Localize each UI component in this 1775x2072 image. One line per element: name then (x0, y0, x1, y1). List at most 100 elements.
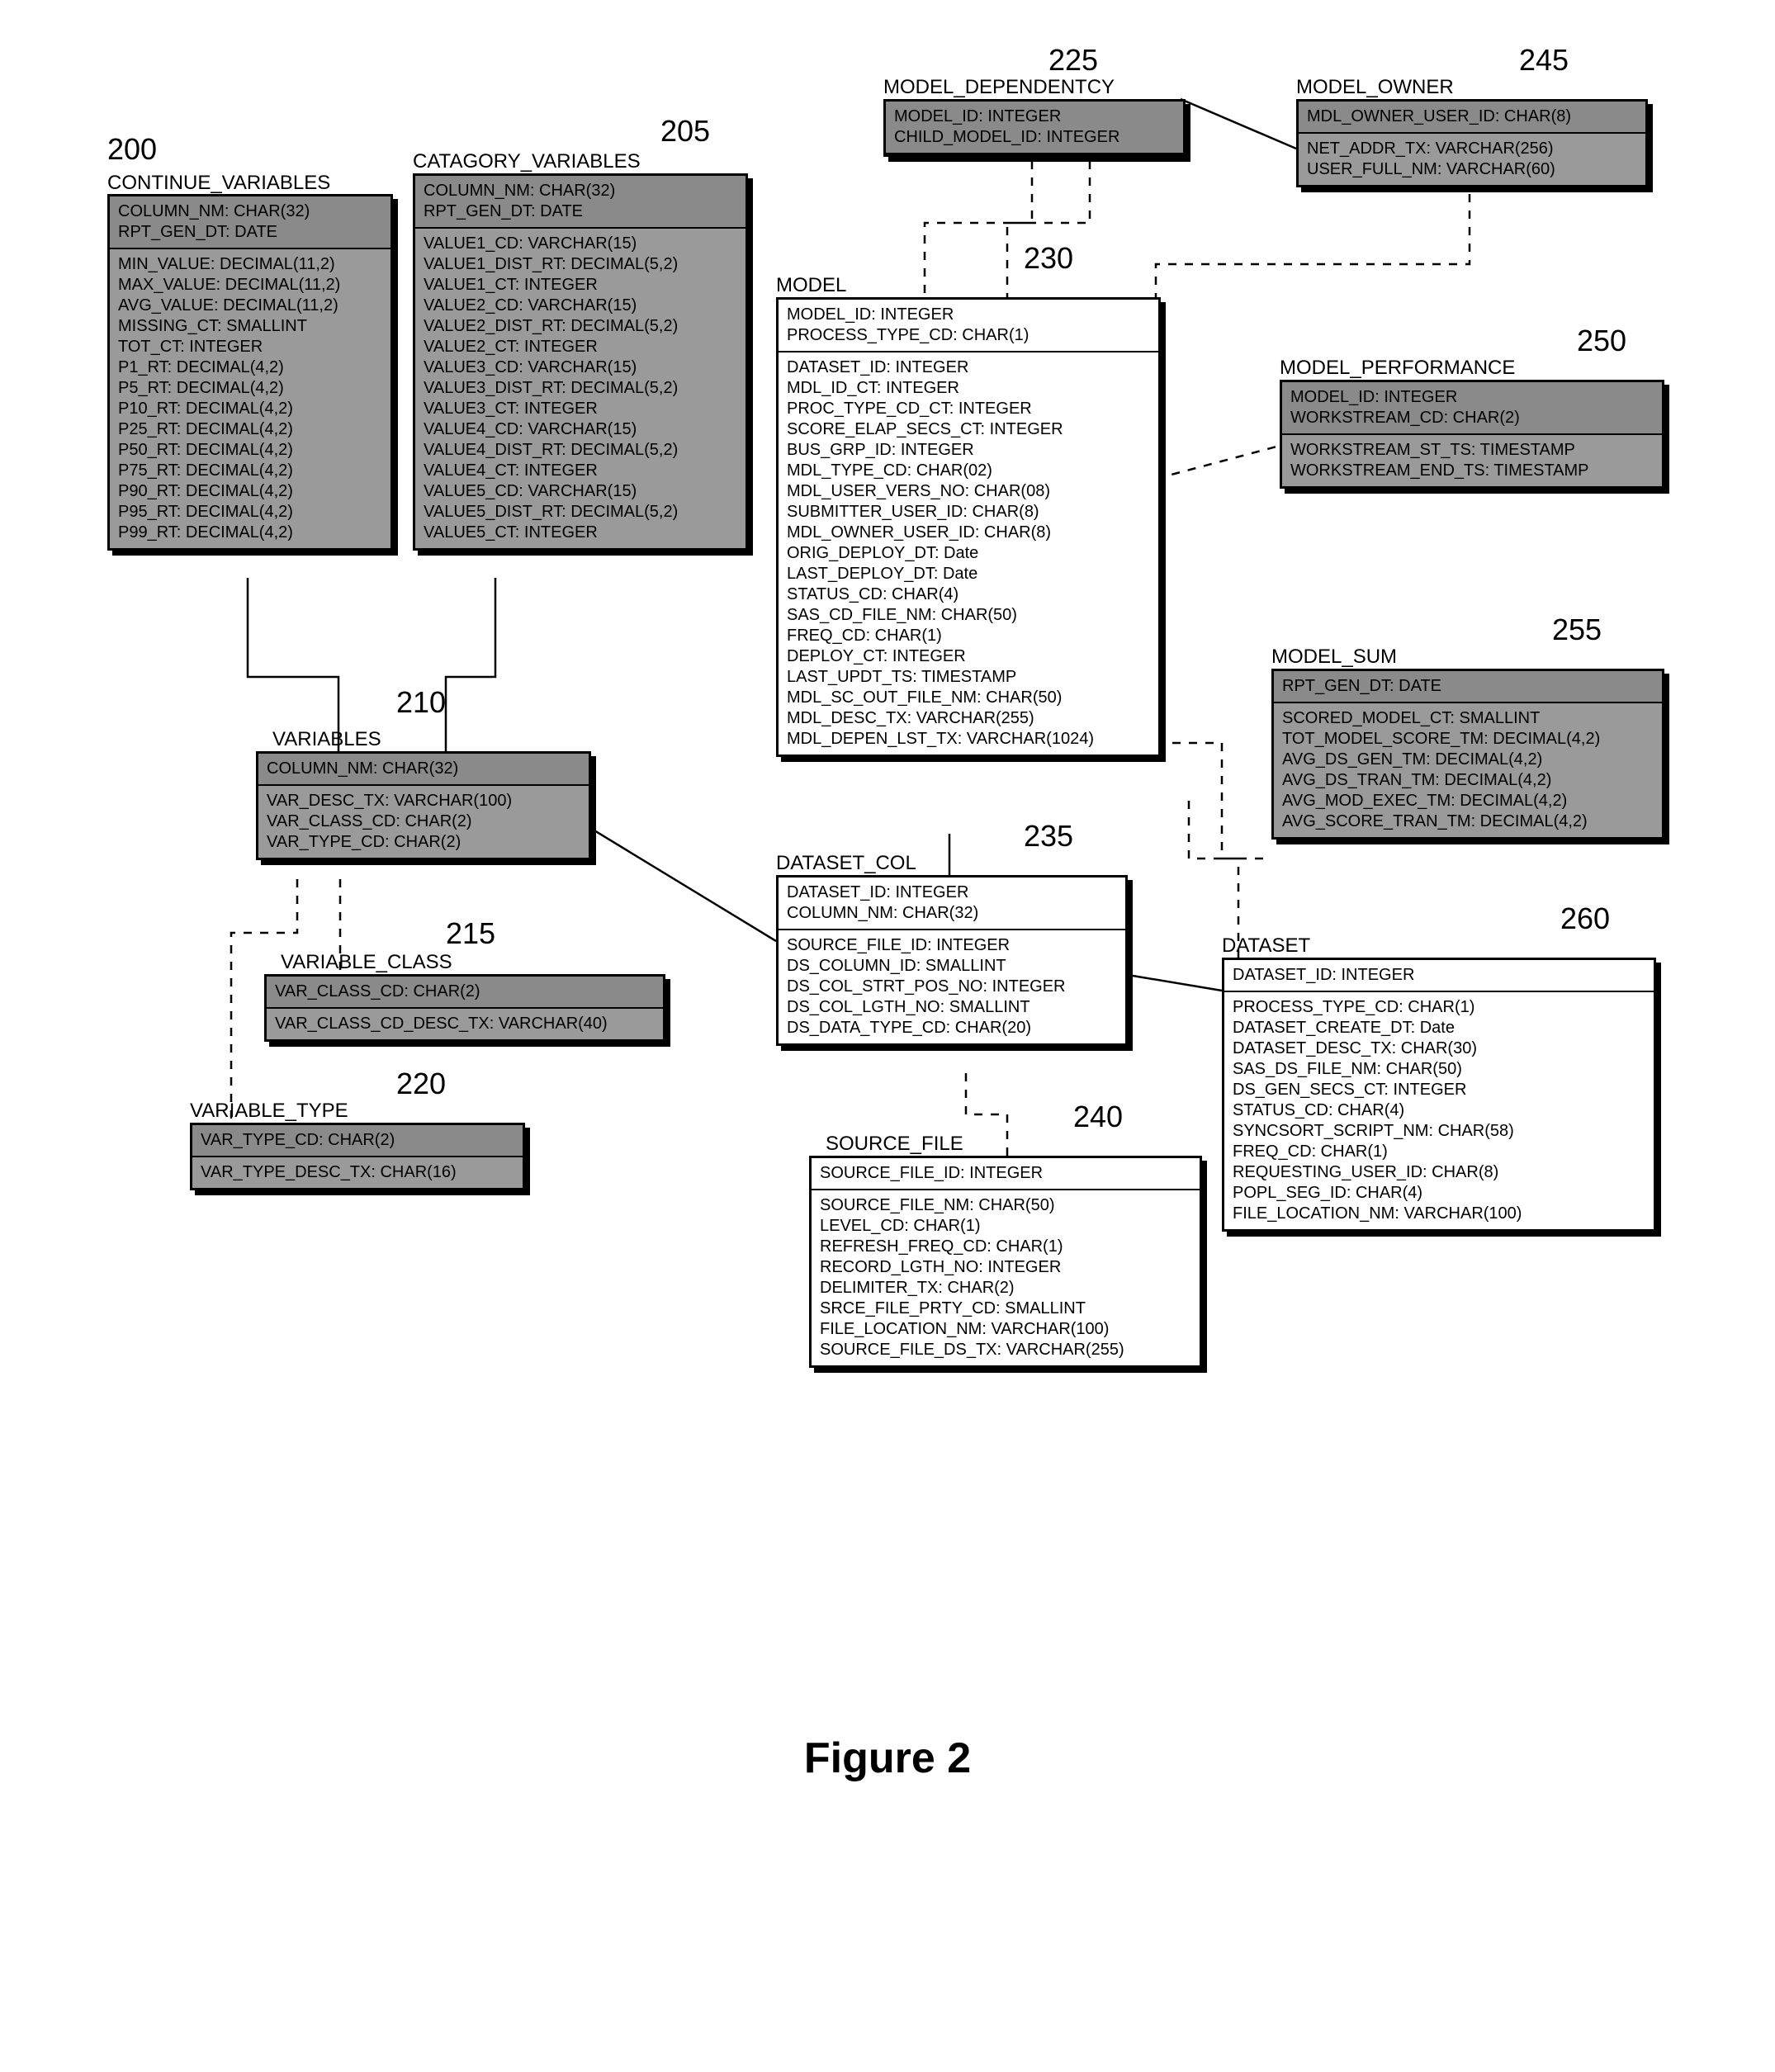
col: MAX_VALUE: DECIMAL(11,2) (118, 275, 382, 296)
col: SAS_CD_FILE_NM: CHAR(50) (787, 605, 1150, 626)
cols-section: WORKSTREAM_ST_TS: TIMESTAMPWORKSTREAM_EN… (1282, 435, 1662, 486)
entity-ref-model_performance: 250 (1577, 324, 1626, 358)
entity-ref-variable_class: 215 (446, 916, 495, 951)
col: MDL_OWNER_USER_ID: CHAR(8) (787, 523, 1150, 543)
col: VALUE5_DIST_RT: DECIMAL(5,2) (424, 502, 737, 523)
pk-section: MODEL_ID: INTEGERCHILD_MODEL_ID: INTEGER (886, 102, 1183, 154)
cols-section: DATASET_ID: INTEGERMDL_ID_CT: INTEGERPRO… (779, 352, 1158, 755)
entity-ref-model_sum: 255 (1552, 613, 1602, 647)
col: FILE_LOCATION_NM: VARCHAR(100) (1233, 1204, 1645, 1224)
col: VALUE3_CD: VARCHAR(15) (424, 357, 737, 378)
cols-section: SOURCE_FILE_ID: INTEGERDS_COLUMN_ID: SMA… (779, 930, 1125, 1043)
col: TOT_CT: INTEGER (118, 337, 382, 357)
connector-9 (1156, 194, 1470, 347)
entity-title-model: MODEL (776, 274, 846, 297)
col: SUBMITTER_USER_ID: CHAR(8) (787, 502, 1150, 523)
pk-section: COLUMN_NM: CHAR(32) (258, 754, 589, 786)
pk-col: MODEL_ID: INTEGER (787, 305, 1150, 325)
entity-model_performance: MODEL_ID: INTEGERWORKSTREAM_CD: CHAR(2) W… (1280, 380, 1664, 489)
col: P25_RT: DECIMAL(4,2) (118, 419, 382, 440)
col: VALUE4_CD: VARCHAR(15) (424, 419, 737, 440)
pk-section: RPT_GEN_DT: DATE (1274, 671, 1662, 703)
entity-continue_variables: COLUMN_NM: CHAR(32)RPT_GEN_DT: DATEMIN_V… (107, 194, 393, 551)
pk-col: COLUMN_NM: CHAR(32) (787, 903, 1117, 924)
col: TOT_MODEL_SCORE_TM: DECIMAL(4,2) (1282, 729, 1654, 750)
connector-10 (1156, 743, 1271, 859)
cols-section: VAR_DESC_TX: VARCHAR(100)VAR_CLASS_CD: C… (258, 786, 589, 858)
entity-variables: COLUMN_NM: CHAR(32) VAR_DESC_TX: VARCHAR(… (256, 751, 591, 860)
col: VALUE4_CT: INTEGER (424, 461, 737, 481)
col: REFRESH_FREQ_CD: CHAR(1) (820, 1237, 1191, 1257)
col: VALUE5_CD: VARCHAR(15) (424, 481, 737, 502)
pk-col: VAR_CLASS_CD: CHAR(2) (275, 982, 655, 1002)
col: DATASET_CREATE_DT: Date (1233, 1018, 1645, 1038)
col: VAR_DESC_TX: VARCHAR(100) (267, 791, 580, 811)
entity-ref-model: 230 (1024, 241, 1073, 276)
pk-section: MODEL_ID: INTEGERPROCESS_TYPE_CD: CHAR(1… (779, 300, 1158, 352)
connector-5 (925, 161, 1032, 297)
entity-ref-catagory_variables: 205 (660, 114, 710, 149)
col: VALUE2_DIST_RT: DECIMAL(5,2) (424, 316, 737, 337)
col: REQUESTING_USER_ID: CHAR(8) (1233, 1162, 1645, 1183)
connector-7 (1181, 99, 1296, 149)
col: BUS_GRP_ID: INTEGER (787, 440, 1150, 461)
col: P90_RT: DECIMAL(4,2) (118, 481, 382, 502)
entity-ref-model_dependentcy: 225 (1048, 43, 1098, 78)
pk-col: CHILD_MODEL_ID: INTEGER (894, 127, 1175, 148)
pk-col: RPT_GEN_DT: DATE (424, 201, 737, 222)
col: MIN_VALUE: DECIMAL(11,2) (118, 254, 382, 275)
entity-model_owner: MDL_OWNER_USER_ID: CHAR(8)NET_ADDR_TX: V… (1296, 99, 1648, 187)
col: DATASET_DESC_TX: CHAR(30) (1233, 1038, 1645, 1059)
col: AVG_VALUE: DECIMAL(11,2) (118, 296, 382, 316)
col: MDL_USER_VERS_NO: CHAR(08) (787, 481, 1150, 502)
cols-section: VAR_TYPE_DESC_TX: CHAR(16) (192, 1157, 523, 1188)
entity-variable_class: VAR_CLASS_CD: CHAR(2) VAR_CLASS_CD_DESC_T… (264, 974, 665, 1042)
entity-title-variables: VARIABLES (272, 728, 381, 751)
entity-title-continue_variables: CONTINUE_VARIABLES (107, 172, 330, 195)
cols-section: PROCESS_TYPE_CD: CHAR(1)DATASET_CREATE_D… (1224, 992, 1654, 1229)
entity-title-variable_type: VARIABLE_TYPE (190, 1100, 348, 1123)
pk-section: COLUMN_NM: CHAR(32)RPT_GEN_DT: DATE (415, 176, 746, 229)
pk-col: WORKSTREAM_CD: CHAR(2) (1290, 408, 1654, 428)
cols-section: VALUE1_CD: VARCHAR(15)VALUE1_DIST_RT: DE… (415, 229, 746, 548)
col: LAST_UPDT_TS: TIMESTAMP (787, 667, 1150, 688)
col: AVG_DS_GEN_TM: DECIMAL(4,2) (1282, 750, 1654, 770)
col: SYNCSORT_SCRIPT_NM: CHAR(58) (1233, 1121, 1645, 1142)
pk-col: DATASET_ID: INTEGER (787, 882, 1117, 903)
col: VALUE3_DIST_RT: DECIMAL(5,2) (424, 378, 737, 399)
col: DS_COLUMN_ID: SMALLINT (787, 956, 1117, 977)
entity-title-model_sum: MODEL_SUM (1271, 646, 1397, 669)
connector-12 (966, 1073, 1007, 1156)
pk-col: RPT_GEN_DT: DATE (118, 222, 382, 243)
cols-section: MIN_VALUE: DECIMAL(11,2)MAX_VALUE: DECIM… (110, 249, 390, 548)
col: FREQ_CD: CHAR(1) (787, 626, 1150, 646)
col: LEVEL_CD: CHAR(1) (820, 1216, 1191, 1237)
entity-source_file: SOURCE_FILE_ID: INTEGERSOURCE_FILE_NM: C… (809, 1156, 1202, 1368)
col: WORKSTREAM_ST_TS: TIMESTAMP (1290, 440, 1654, 461)
connector-6 (1007, 161, 1090, 297)
col: VALUE1_DIST_RT: DECIMAL(5,2) (424, 254, 737, 275)
col: FREQ_CD: CHAR(1) (1233, 1142, 1645, 1162)
col: MDL_SC_OUT_FILE_NM: CHAR(50) (787, 688, 1150, 708)
pk-col: COLUMN_NM: CHAR(32) (267, 759, 580, 779)
connector-1 (446, 578, 495, 751)
cols-section: VAR_CLASS_CD_DESC_TX: VARCHAR(40) (267, 1009, 663, 1039)
pk-col: MODEL_ID: INTEGER (1290, 387, 1654, 408)
col: DS_COL_STRT_POS_NO: INTEGER (787, 977, 1117, 997)
pk-section: DATASET_ID: INTEGER (1224, 960, 1654, 992)
pk-col: VAR_TYPE_CD: CHAR(2) (201, 1130, 514, 1151)
col: DS_GEN_SECS_CT: INTEGER (1233, 1080, 1645, 1100)
entity-ref-variables: 210 (396, 685, 446, 720)
col: AVG_DS_TRAN_TM: DECIMAL(4,2) (1282, 770, 1654, 791)
col: DS_DATA_TYPE_CD: CHAR(20) (787, 1018, 1117, 1038)
col: P95_RT: DECIMAL(4,2) (118, 502, 382, 523)
connector-13 (1123, 974, 1222, 991)
figure-caption: Figure 2 (804, 1734, 971, 1783)
cols-section: SCORED_MODEL_CT: SMALLINTTOT_MODEL_SCORE… (1274, 703, 1662, 837)
pk-col: MDL_OWNER_USER_ID: CHAR(8) (1307, 106, 1637, 127)
entity-model_dependentcy: MODEL_ID: INTEGERCHILD_MODEL_ID: INTEGER (883, 99, 1186, 157)
col: STATUS_CD: CHAR(4) (1233, 1100, 1645, 1121)
col: MDL_DESC_TX: VARCHAR(255) (787, 708, 1150, 729)
col: P5_RT: DECIMAL(4,2) (118, 378, 382, 399)
entity-ref-variable_type: 220 (396, 1067, 446, 1101)
